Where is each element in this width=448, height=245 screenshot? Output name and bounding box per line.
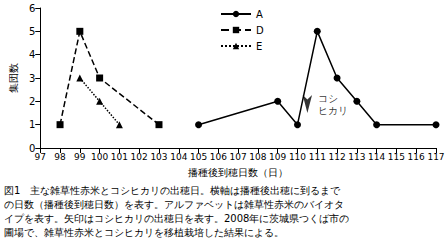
svg-text:107: 107 <box>230 152 247 162</box>
svg-text:播種後到穂日数（日）: 播種後到穂日数（日） <box>188 167 288 178</box>
svg-text:集団数: 集団数 <box>8 63 19 93</box>
svg-text:101: 101 <box>111 152 128 162</box>
svg-text:0: 0 <box>28 142 36 154</box>
html-text:圃場で、雑草性赤米とコシヒカリを移植栽培した結果による。: 圃場で、雑草性赤米とコシヒカリを移植栽培した結果による。 <box>4 227 284 238</box>
svg-text:ヒカリ: ヒカリ <box>318 105 348 116</box>
svg-text:5: 5 <box>29 26 35 37</box>
svg-text:116: 116 <box>408 152 425 162</box>
svg-text:103: 103 <box>150 152 167 162</box>
svg-text:2: 2 <box>29 96 35 107</box>
svg-text:4: 4 <box>29 49 35 60</box>
svg-text:D: D <box>256 25 264 36</box>
svg-text:1: 1 <box>29 119 35 130</box>
svg-text:115: 115 <box>388 152 405 162</box>
svg-text:6: 6 <box>29 3 35 14</box>
svg-text:100: 100 <box>91 152 108 162</box>
svg-text:106: 106 <box>210 152 227 162</box>
svg-text:111: 111 <box>309 152 326 162</box>
svg-text:109: 109 <box>269 152 286 162</box>
svg-text:112: 112 <box>328 152 345 162</box>
svg-text:A: A <box>256 9 263 20</box>
html-text:イプを表す。矢印はコシヒカリの出穂日を表す。2008年に茨城: イプを表す。矢印はコシヒカリの出穂日を表す。2008年に茨城県つくば市の <box>4 213 350 224</box>
svg-text:99: 99 <box>74 152 86 162</box>
svg-text:117: 117 <box>427 152 444 162</box>
svg-text:102: 102 <box>131 152 148 162</box>
svg-text:110: 110 <box>289 152 306 162</box>
svg-text:3: 3 <box>29 73 35 84</box>
svg-text:105: 105 <box>190 152 207 162</box>
html-text:図1 主な雑草性赤米とコシヒカリの出穂日。横軸は播種後出穂に: 図1 主な雑草性赤米とコシヒカリの出穂日。横軸は播種後出穂に到るまで <box>4 185 341 196</box>
svg-text:97: 97 <box>35 152 46 162</box>
svg-text:113: 113 <box>348 152 365 162</box>
svg-text:104: 104 <box>170 152 187 162</box>
svg-text:114: 114 <box>368 152 385 162</box>
html-text:の日数（播種後到穂日数）を表す。アルファベットは雑草性赤米の: の日数（播種後到穂日数）を表す。アルファベットは雑草性赤米のバイオタ <box>4 199 344 210</box>
svg-text:98: 98 <box>54 152 66 162</box>
svg-text:コシ: コシ <box>318 93 338 104</box>
svg-text:E: E <box>256 41 262 52</box>
svg-text:108: 108 <box>249 152 266 162</box>
